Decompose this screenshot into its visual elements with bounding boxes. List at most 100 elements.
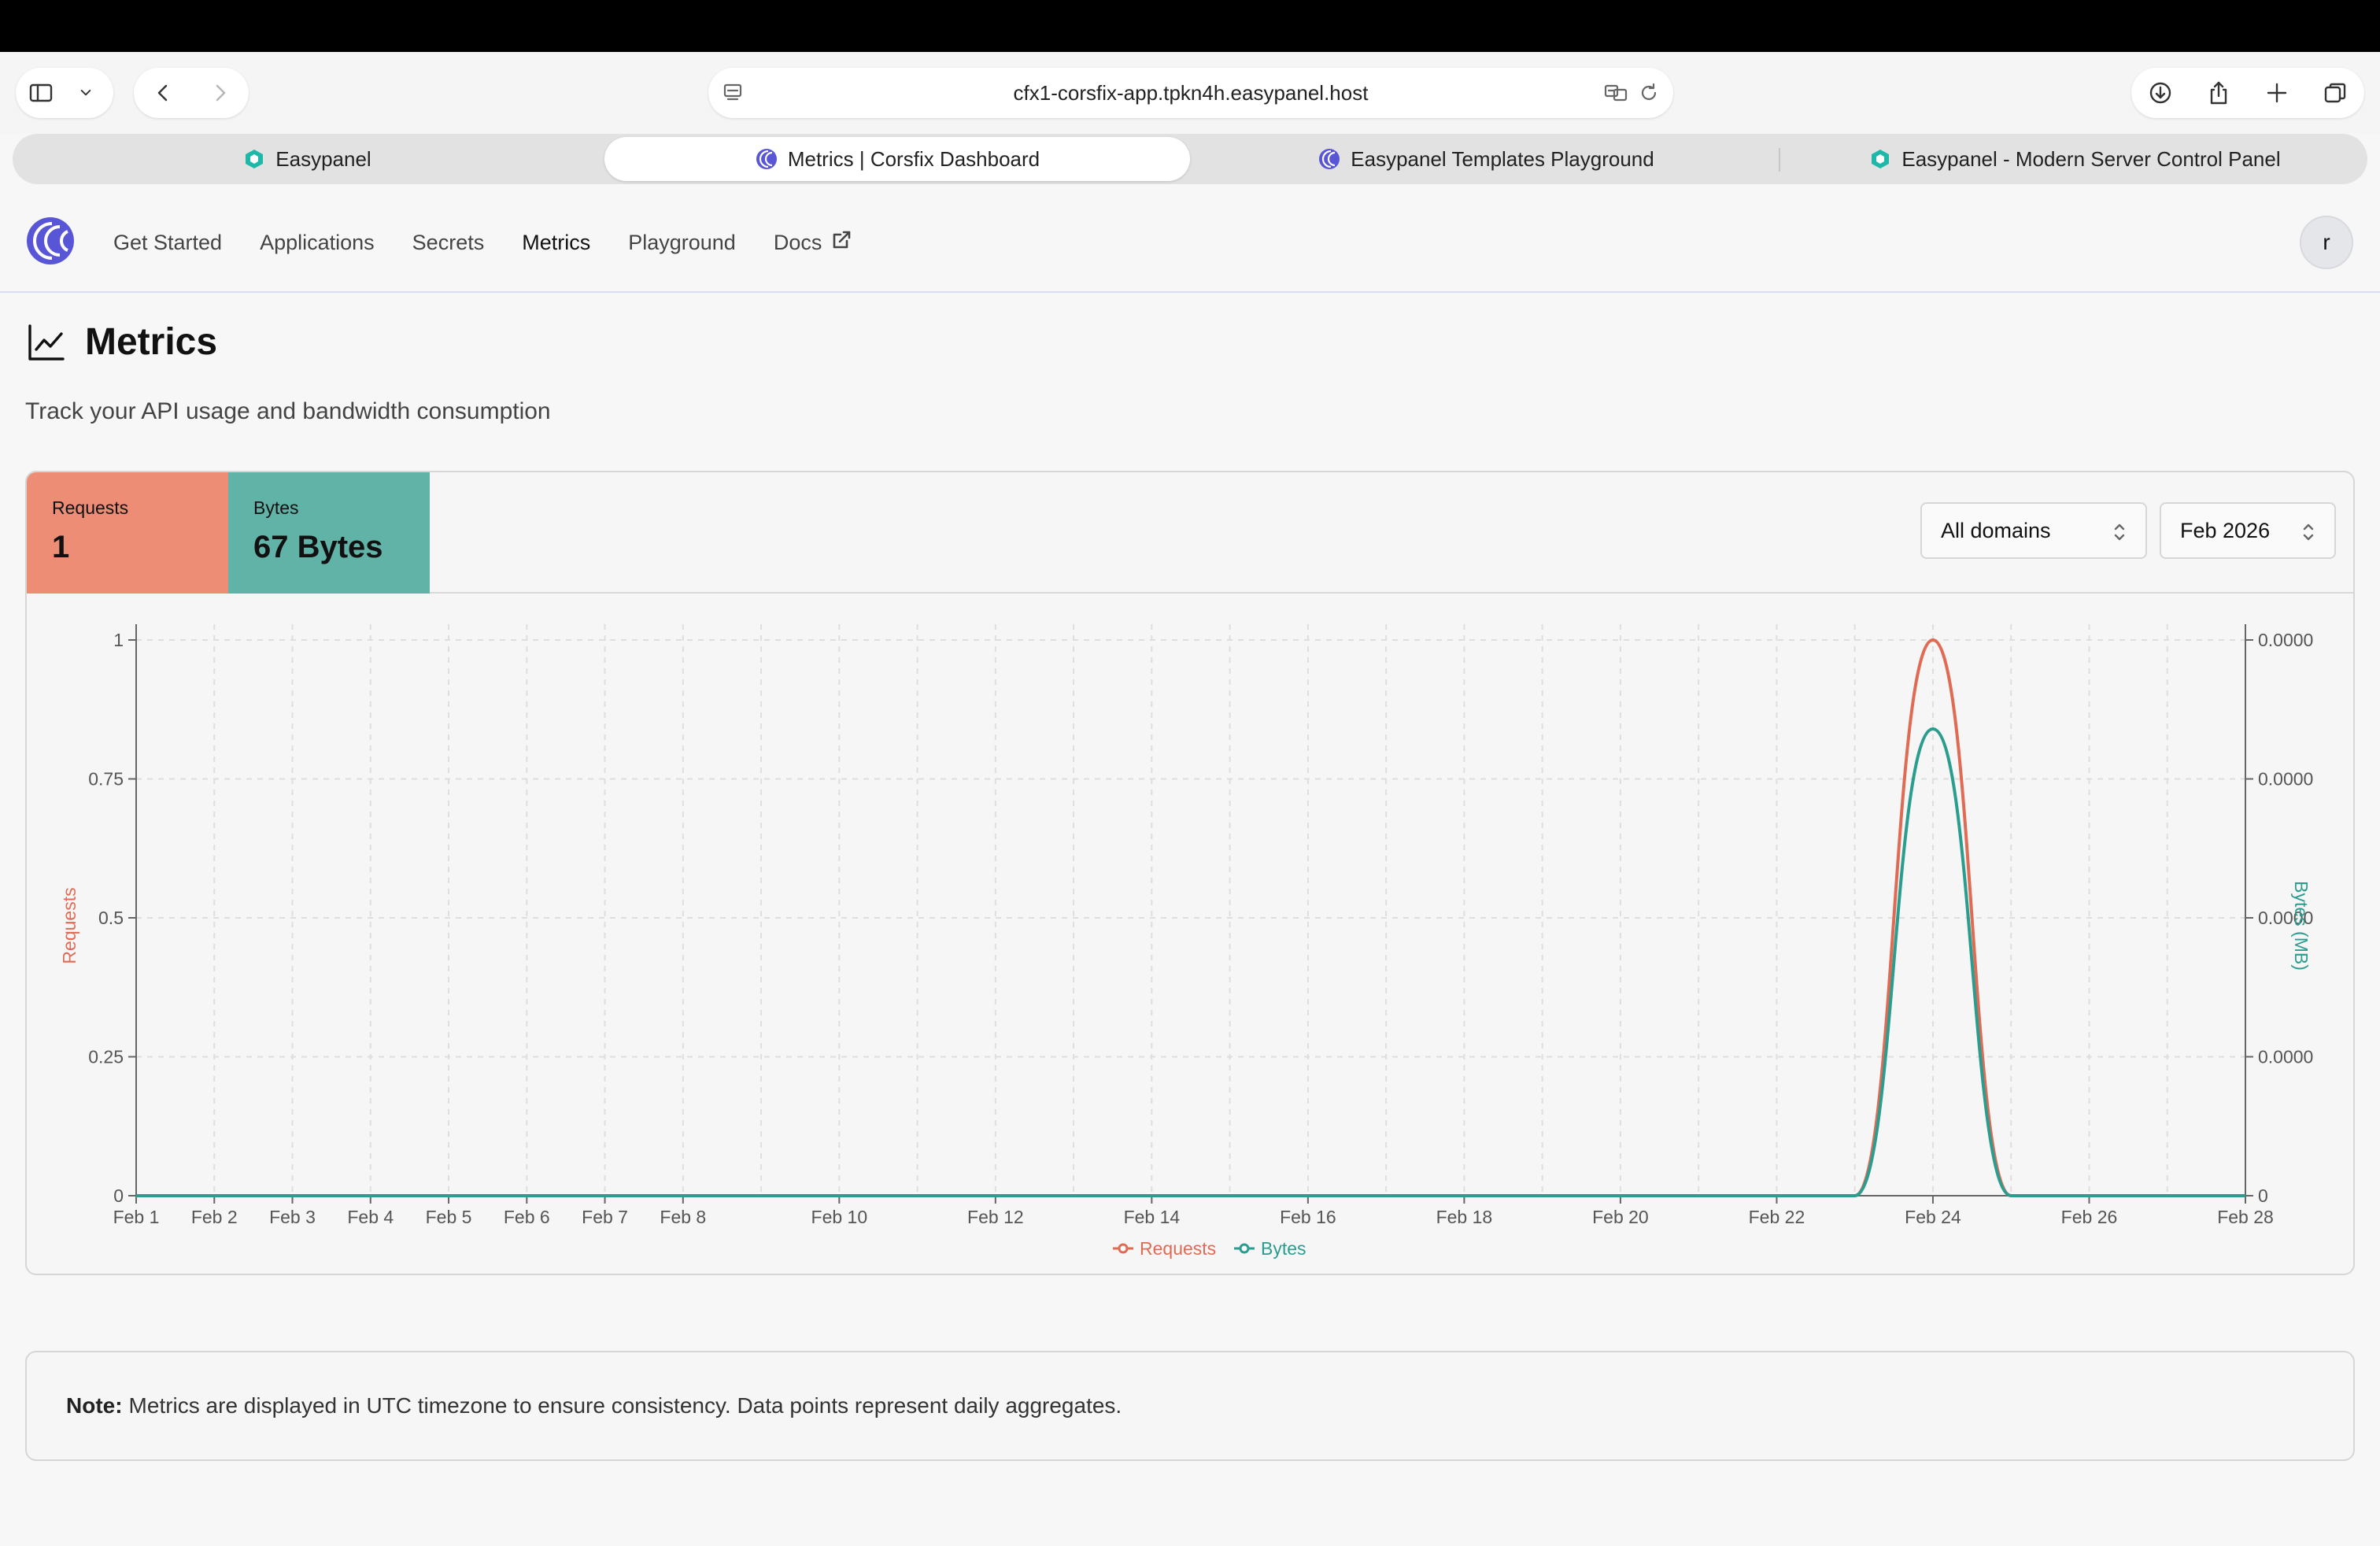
x-tick-label: Feb 2: [191, 1207, 238, 1227]
x-tick-label: Feb 20: [1592, 1207, 1649, 1227]
page-menu-icon[interactable]: [719, 80, 746, 106]
x-tick-label: Feb 22: [1749, 1207, 1805, 1227]
x-tick-label: Feb 16: [1280, 1207, 1336, 1227]
y-tick-label: 0.75: [88, 769, 124, 790]
easypanel-icon: [1868, 147, 1892, 171]
metrics-chart: 0 0.25 0.5 0.75 1 0 0.0000 0.0000 0.0000 0.0000 Fe…: [59, 624, 2313, 1259]
corsfix-icon: [1318, 147, 1341, 171]
y-tick-label: 0.25: [88, 1047, 124, 1067]
y2-tick-label: 0.0000: [2258, 769, 2313, 790]
legend-dot-bytes: [1239, 1243, 1250, 1254]
history-nav-group: [134, 68, 249, 118]
y2-tick-label: 0.0000: [2258, 630, 2313, 650]
nav-docs[interactable]: Docs: [774, 228, 854, 257]
domain-select-value: All domains: [1941, 518, 2051, 542]
requests-stat-label: Requests: [52, 497, 129, 518]
back-arrow-icon[interactable]: [134, 68, 191, 118]
x-tick-label: Feb 24: [1905, 1207, 1961, 1227]
y-tick-label: 0: [113, 1185, 124, 1206]
browser-tab[interactable]: Easypanel - Modern Server Control Panel: [1782, 134, 2367, 184]
x-tick-label: Feb 5: [426, 1207, 472, 1227]
x-tick-label: Feb 6: [504, 1207, 550, 1227]
download-icon[interactable]: [2135, 68, 2186, 118]
chevron-down-icon[interactable]: [66, 68, 105, 118]
bytes-stat-label: Bytes: [253, 497, 299, 518]
note-text: Metrics are displayed in UTC timezone to…: [128, 1393, 1122, 1418]
external-link-icon: [830, 228, 853, 257]
legend-label-requests: Requests: [1140, 1238, 1216, 1259]
x-tick-label: Feb 1: [113, 1207, 160, 1227]
y-tick-label: 1: [113, 630, 124, 650]
y2-tick-label: 0.0000: [2258, 1047, 2313, 1067]
sidebar-icon[interactable]: [16, 68, 66, 118]
y2-axis-title: Bytes (MB): [2291, 881, 2312, 971]
x-tick-label: Feb 18: [1436, 1207, 1493, 1227]
nav-applications[interactable]: Applications: [260, 230, 375, 254]
legend-dot-requests: [1118, 1243, 1129, 1254]
app-header: Get Started Applications Secrets Metrics…: [0, 192, 2380, 293]
screen-top-bar: [0, 0, 2380, 52]
browser-tab[interactable]: Easypanel: [13, 134, 601, 184]
x-tick-label: Feb 14: [1124, 1207, 1181, 1227]
bytes-stat-value: 67 Bytes: [253, 530, 383, 564]
note-label: Note:: [66, 1393, 123, 1418]
metrics-card-header: Requests 1 Bytes 67 Bytes All domains Fe…: [27, 472, 2353, 594]
corsfix-logo-icon[interactable]: [25, 216, 76, 266]
month-select-value: Feb 2026: [2180, 518, 2271, 542]
bytes-stat: Bytes 67 Bytes: [228, 472, 430, 594]
x-tick-label: Feb 28: [2217, 1207, 2274, 1227]
page-title: Metrics: [25, 320, 217, 364]
y2-tick-label: 0: [2258, 1185, 2268, 1206]
x-tick-label: Feb 8: [660, 1207, 706, 1227]
y-tick-label: 0.5: [98, 908, 124, 928]
page-title-text: Metrics: [85, 321, 218, 363]
metrics-card: Requests 1 Bytes 67 Bytes All domains Fe…: [25, 471, 2355, 1275]
url-text: cfx1-corsfix-app.tpkn4h.easypanel.host: [1013, 81, 1369, 105]
reload-icon[interactable]: [1635, 80, 1662, 106]
x-tick-label: Feb 3: [269, 1207, 316, 1227]
x-tick-label: Feb 12: [967, 1207, 1024, 1227]
tab-overview-icon[interactable]: [2310, 68, 2360, 118]
utc-note: Note: Metrics are displayed in UTC timez…: [25, 1351, 2355, 1461]
x-tick-label: Feb 7: [582, 1207, 628, 1227]
corsfix-icon: [755, 147, 778, 171]
requests-stat-value: 1: [52, 530, 70, 564]
new-tab-icon[interactable]: [2252, 68, 2302, 118]
tab-label: Easypanel - Modern Server Control Panel: [1901, 146, 2281, 171]
x-tick-label: Feb 10: [811, 1207, 868, 1227]
x-tick-label: Feb 26: [2061, 1207, 2118, 1227]
y2-tick-label: 0.0000: [2258, 908, 2313, 928]
easypanel-icon: [242, 147, 266, 171]
user-avatar[interactable]: r: [2300, 216, 2353, 269]
x-tick-label: Feb 4: [347, 1207, 394, 1227]
nav-metrics[interactable]: Metrics: [522, 230, 591, 254]
browser-tab-active[interactable]: Metrics | Corsfix Dashboard: [604, 137, 1190, 181]
nav-docs-label: Docs: [773, 230, 822, 254]
nav-playground[interactable]: Playground: [628, 230, 736, 254]
forward-arrow-icon[interactable]: [191, 68, 249, 118]
translate-icon[interactable]: [1602, 80, 1629, 106]
tab-separator: [1779, 148, 1780, 172]
tab-label: Easypanel: [275, 146, 371, 171]
main-nav: Get Started Applications Secrets Metrics…: [113, 192, 853, 293]
tab-label: Easypanel Templates Playground: [1351, 146, 1654, 171]
page-subtitle: Track your API usage and bandwidth consu…: [25, 398, 551, 424]
browser-tab[interactable]: Easypanel Templates Playground: [1193, 134, 1779, 184]
address-bar[interactable]: cfx1-corsfix-app.tpkn4h.easypanel.host: [708, 68, 1673, 118]
series-line-bytes: [135, 727, 2245, 1198]
series-line-requests: [135, 638, 2245, 1198]
month-select[interactable]: Feb 2026: [2160, 502, 2336, 559]
app-root: Get Started Applications Secrets Metrics…: [0, 192, 2380, 1546]
y-axis-title: Requests: [59, 887, 79, 963]
share-icon[interactable]: [2193, 68, 2244, 118]
nav-get-started[interactable]: Get Started: [113, 230, 223, 254]
chevron-updown-icon: [2111, 521, 2128, 543]
chart-line-icon: [28, 324, 65, 361]
legend-label-bytes: Bytes: [1261, 1238, 1306, 1259]
browser-toolbar: cfx1-corsfix-app.tpkn4h.easypanel.host: [0, 52, 2380, 134]
nav-secrets[interactable]: Secrets: [412, 230, 485, 254]
browser-tab-bar: Easypanel Metrics | Corsfix Dashboard Ea…: [13, 134, 2367, 184]
requests-stat: Requests 1: [27, 472, 228, 594]
tab-label: Metrics | Corsfix Dashboard: [787, 146, 1040, 171]
domain-select[interactable]: All domains: [1920, 502, 2147, 559]
